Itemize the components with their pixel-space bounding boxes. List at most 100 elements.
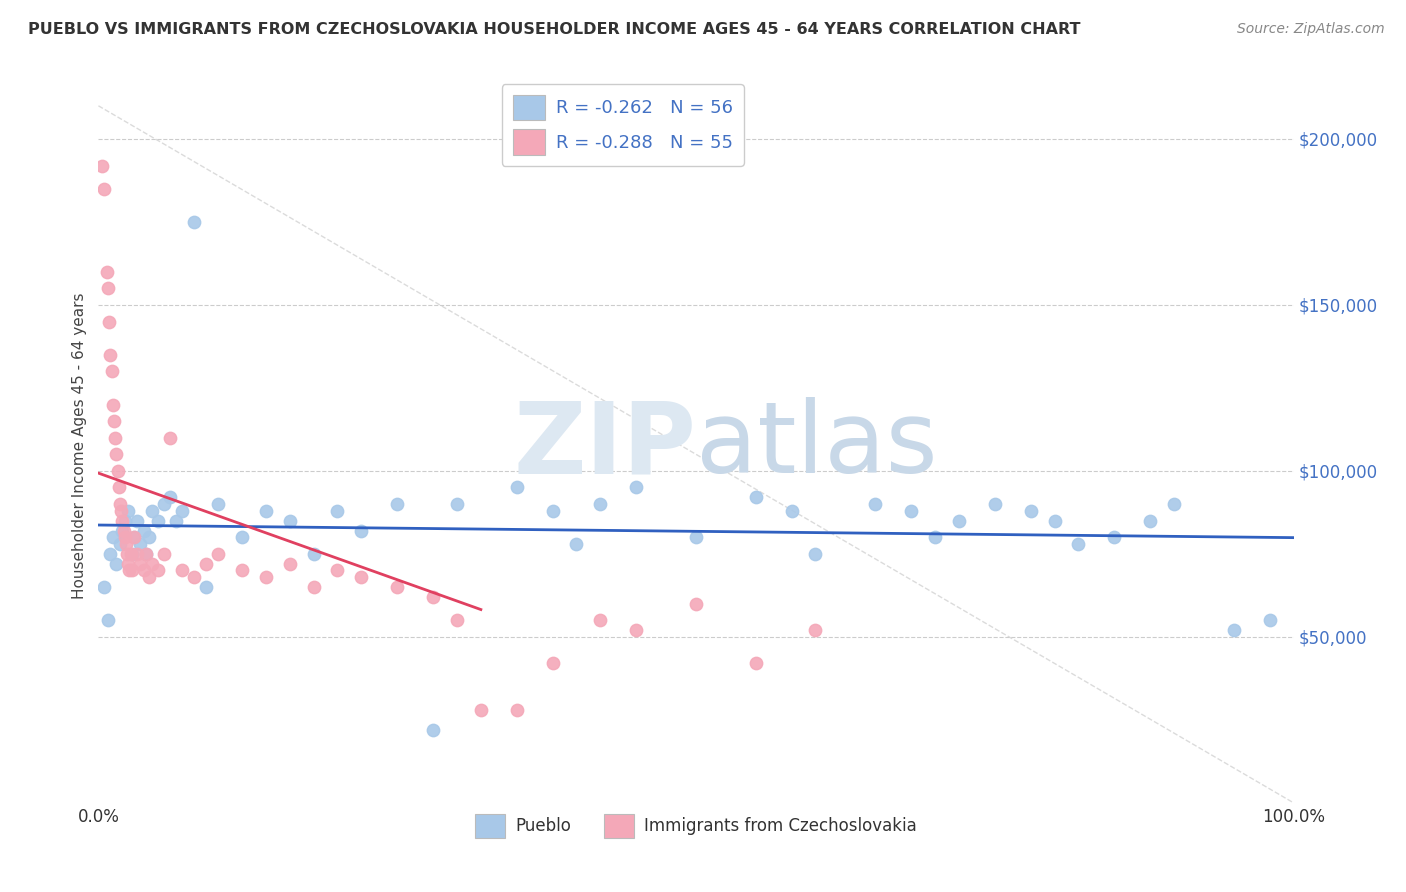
Point [101,397,124,411]
Point [183,215,205,229]
Point [124,530,146,544]
Point [103,414,125,428]
Point [302,547,325,561]
Point [96,265,118,279]
Point [159,431,181,445]
Point [97,281,120,295]
Point [129,537,152,551]
Point [231,530,253,544]
Point [302,580,325,594]
Point [541,657,564,671]
Point [110,504,132,518]
Point [506,703,529,717]
Point [1104,530,1126,544]
Text: PUEBLO VS IMMIGRANTS FROM CZECHOSLOVAKIA HOUSEHOLDER INCOME AGES 45 - 64 YEARS C: PUEBLO VS IMMIGRANTS FROM CZECHOSLOVAKIA… [28,22,1081,37]
Point [948,514,970,528]
Point [135,547,157,561]
Point [626,624,648,638]
Point [121,564,143,578]
Point [148,564,170,578]
Y-axis label: Householder Income Ages 45 - 64 years: Householder Income Ages 45 - 64 years [72,293,87,599]
Point [105,557,128,571]
Point [541,504,564,518]
Point [98,314,121,328]
Point [100,364,122,378]
Point [745,491,768,505]
Point [780,504,803,518]
Point [138,570,160,584]
Point [422,590,444,604]
Point [97,613,120,627]
Point [1258,613,1281,627]
Point [924,530,946,544]
Point [125,547,148,561]
Point [153,497,176,511]
Point [589,613,612,627]
Point [685,597,707,611]
Point [278,514,301,528]
Point [1019,504,1042,518]
Point [141,504,163,518]
Point [135,547,157,561]
Point [254,570,277,584]
Text: ZIP: ZIP [513,398,696,494]
Point [278,557,301,571]
Point [115,537,138,551]
Point [446,613,468,627]
Point [804,547,827,561]
Point [91,159,114,173]
Point [1043,514,1066,528]
Point [446,497,468,511]
Point [118,564,141,578]
Point [626,481,648,495]
Point [115,547,138,561]
Point [132,564,155,578]
Point [125,514,148,528]
Point [385,497,409,511]
Point [865,497,887,511]
Point [107,481,129,495]
Point [506,481,529,495]
Point [117,504,139,518]
Point [900,504,922,518]
Point [1139,514,1161,528]
Point [984,497,1007,511]
Point [98,348,122,362]
Point [231,564,253,578]
Point [108,497,131,511]
Point [93,580,115,594]
Point [93,182,115,196]
Point [350,524,373,538]
Point [1163,497,1185,511]
Text: atlas: atlas [696,398,938,494]
Point [172,504,194,518]
Point [685,530,707,544]
Point [111,514,134,528]
Point [195,557,218,571]
Point [172,564,194,578]
Point [207,497,229,511]
Point [159,491,181,505]
Point [565,537,588,551]
Point [745,657,768,671]
Point [107,464,129,478]
Point [111,524,134,538]
Point [141,557,163,571]
Point [148,514,170,528]
Point [101,530,124,544]
Point [804,624,827,638]
Legend: Pueblo, Immigrants from Czechoslovakia: Pueblo, Immigrants from Czechoslovakia [468,807,924,845]
Point [98,547,122,561]
Point [326,504,349,518]
Point [470,703,492,717]
Point [104,431,127,445]
Point [165,514,187,528]
Point [108,537,131,551]
Point [1223,624,1246,638]
Point [117,557,139,571]
Point [138,530,160,544]
Point [120,547,142,561]
Point [112,524,135,538]
Point [114,530,136,544]
Point [207,547,229,561]
